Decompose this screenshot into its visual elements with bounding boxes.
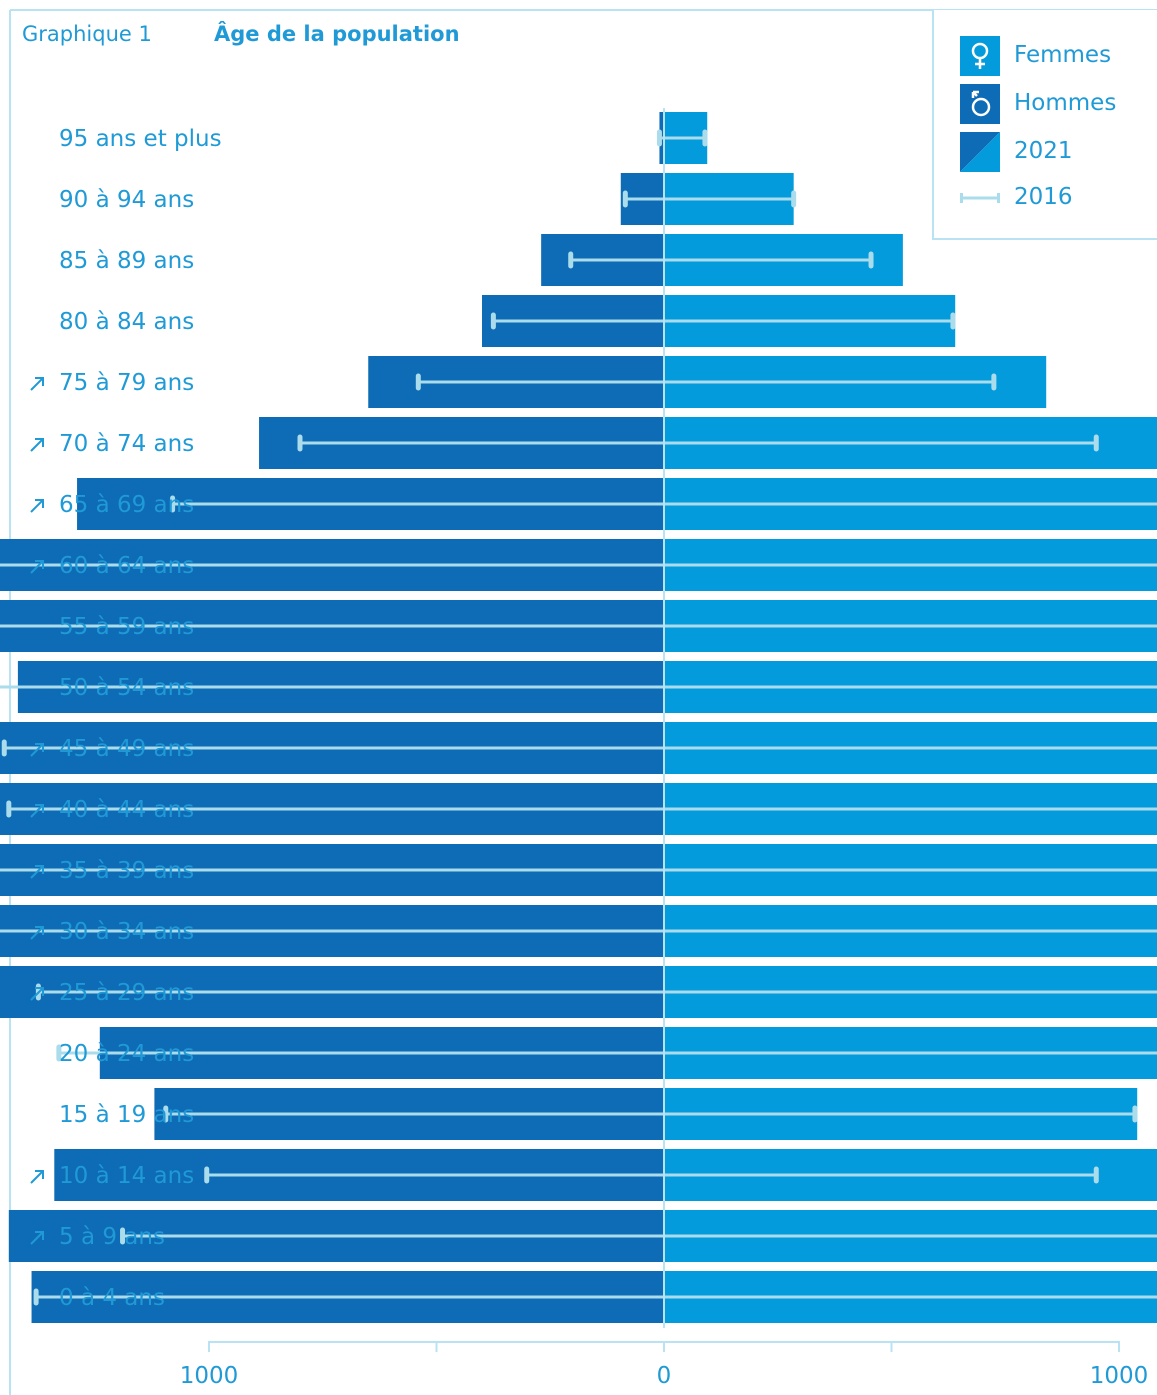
legend-label-femmes: Femmes: [1014, 42, 1112, 68]
age-label: 35 à 39 ans: [59, 858, 194, 884]
male-symbol-icon: [960, 84, 1000, 124]
legend-item-2021: 2021: [960, 132, 1157, 172]
age-label: 95 ans et plus: [59, 126, 222, 152]
legend-item-femmes: Femmes: [960, 36, 1157, 76]
age-label: 85 à 89 ans: [59, 248, 194, 274]
age-label: 70 à 74 ans: [59, 431, 194, 457]
age-label: 60 à 64 ans: [59, 553, 194, 579]
age-label: 30 à 34 ans: [59, 919, 194, 945]
age-label: 45 à 49 ans: [59, 736, 194, 762]
north-east-arrow-icon: [30, 926, 44, 940]
age-label: 5 à 9 ans: [59, 1224, 165, 1250]
age-label: 65 à 69 ans: [59, 492, 194, 518]
legend-item-hommes: Hommes: [960, 84, 1157, 124]
legend: Femmes Hommes 2021 2016: [932, 10, 1157, 240]
age-label: 10 à 14 ans: [59, 1163, 194, 1189]
chart-title: Âge de la population: [214, 22, 460, 46]
graph-number: Graphique 1: [22, 22, 152, 46]
north-east-arrow-icon: [30, 499, 44, 513]
x-tick-label: 0: [657, 1363, 672, 1389]
north-east-arrow-icon: [30, 377, 44, 391]
north-east-arrow-icon: [30, 865, 44, 879]
x-tick-label: 1000: [1090, 1363, 1149, 1389]
north-east-arrow-icon: [30, 1231, 44, 1245]
age-label: 0 à 4 ans: [59, 1285, 165, 1311]
north-east-arrow-icon: [30, 804, 44, 818]
age-label: 20 à 24 ans: [59, 1041, 194, 1067]
year-2021-swatch: [960, 132, 1000, 172]
x-axis: 20001000010002000: [180, 108, 1149, 1389]
age-label: 75 à 79 ans: [59, 370, 194, 396]
legend-label-2016: 2016: [1014, 184, 1073, 210]
age-label: 50 à 54 ans: [59, 675, 194, 701]
legend-label-hommes: Hommes: [1014, 90, 1117, 116]
bars-layer: [0, 112, 1157, 1323]
age-label: 55 à 59 ans: [59, 614, 194, 640]
age-label: 80 à 84 ans: [59, 309, 194, 335]
age-label: 25 à 29 ans: [59, 980, 194, 1006]
north-east-arrow-icon: [30, 438, 44, 452]
age-labels-layer: 95 ans et plus 90 à 94 ans 85 à 89 ans 80 à…: [30, 126, 222, 1311]
age-label: 15 à 19 ans: [59, 1102, 194, 1128]
north-east-arrow-icon: [30, 1170, 44, 1184]
age-label: 90 à 94 ans: [59, 187, 194, 213]
x-tick-label: 1000: [180, 1363, 239, 1389]
year-2016-marker-swatch: [960, 193, 1000, 203]
north-east-arrow-icon: [30, 743, 44, 757]
female-symbol-icon: [960, 36, 1000, 76]
age-label: 40 à 44 ans: [59, 797, 194, 823]
legend-item-2016: 2016: [960, 178, 1157, 218]
north-east-arrow-icon: [30, 987, 44, 1001]
legend-label-2021: 2021: [1014, 138, 1073, 164]
north-east-arrow-icon: [30, 560, 44, 574]
